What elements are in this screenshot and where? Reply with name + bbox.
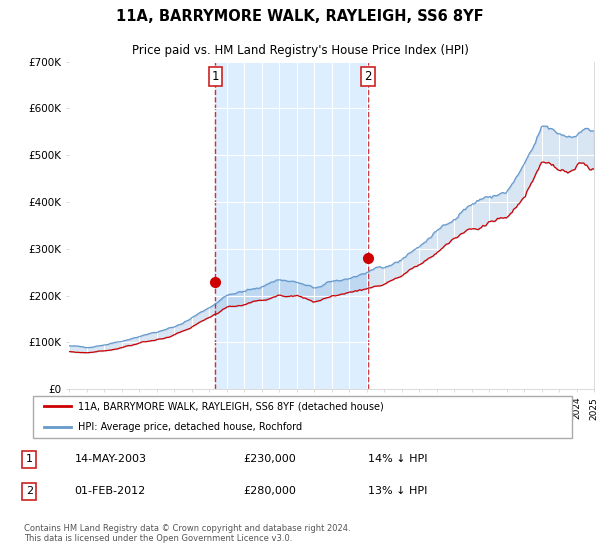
Text: 11A, BARRYMORE WALK, RAYLEIGH, SS6 8YF (detached house): 11A, BARRYMORE WALK, RAYLEIGH, SS6 8YF (… [78, 401, 384, 411]
Text: HPI: Average price, detached house, Rochford: HPI: Average price, detached house, Roch… [78, 422, 302, 432]
Text: 1: 1 [212, 70, 219, 83]
Text: 1: 1 [26, 454, 33, 464]
Text: £280,000: £280,000 [244, 487, 296, 496]
Text: 14% ↓ HPI: 14% ↓ HPI [368, 454, 427, 464]
Text: 01-FEB-2012: 01-FEB-2012 [74, 487, 146, 496]
Text: Contains HM Land Registry data © Crown copyright and database right 2024.
This d: Contains HM Land Registry data © Crown c… [24, 524, 350, 543]
Text: 14-MAY-2003: 14-MAY-2003 [74, 454, 146, 464]
Text: Price paid vs. HM Land Registry's House Price Index (HPI): Price paid vs. HM Land Registry's House … [131, 44, 469, 57]
Text: £230,000: £230,000 [244, 454, 296, 464]
Text: 2: 2 [364, 70, 371, 83]
Text: 13% ↓ HPI: 13% ↓ HPI [368, 487, 427, 496]
FancyBboxPatch shape [33, 395, 572, 438]
Text: 11A, BARRYMORE WALK, RAYLEIGH, SS6 8YF: 11A, BARRYMORE WALK, RAYLEIGH, SS6 8YF [116, 10, 484, 24]
Bar [215, 62, 368, 389]
Text: 2: 2 [26, 487, 33, 496]
